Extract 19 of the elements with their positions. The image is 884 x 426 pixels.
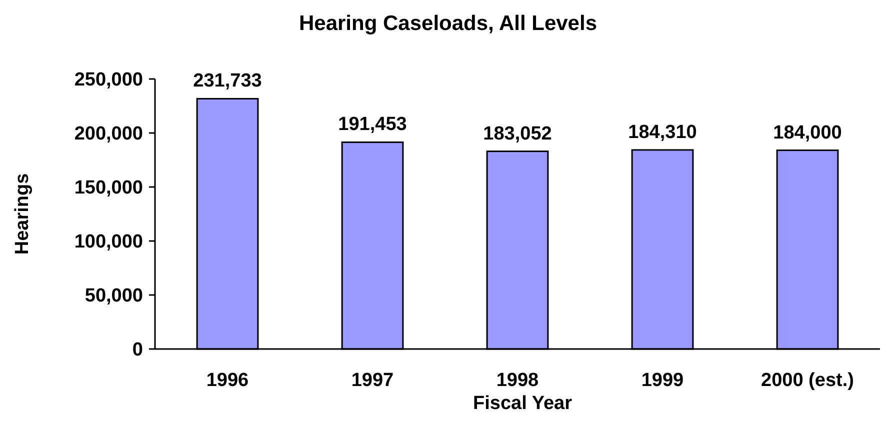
y-tick-label: 250,000 (74, 70, 143, 91)
data-label: 231,733 (193, 70, 262, 92)
x-tick-label: 1998 (496, 370, 539, 391)
data-label: 183,052 (483, 123, 552, 144)
y-tick-label: 150,000 (74, 178, 143, 199)
data-label: 191,453 (338, 114, 407, 136)
y-tick-label: 0 (132, 340, 143, 361)
x-tick-label: 1999 (641, 370, 684, 391)
data-label: 184,000 (773, 122, 842, 144)
chart-title: Hearing Caseloads, All Levels (298, 12, 598, 35)
y-tick-label: 200,000 (74, 124, 143, 145)
data-label: 184,310 (628, 122, 697, 143)
y-tick-label: 100,000 (74, 232, 143, 253)
x-tick-label: 1997 (351, 370, 394, 391)
x-axis-title: Fiscal Year (473, 393, 573, 414)
x-tick-label: 2000 (est.) (761, 370, 854, 391)
y-axis-title: Hearings (12, 173, 33, 255)
x-tick-label: 1996 (206, 370, 249, 391)
y-tick-label: 50,000 (84, 286, 143, 307)
